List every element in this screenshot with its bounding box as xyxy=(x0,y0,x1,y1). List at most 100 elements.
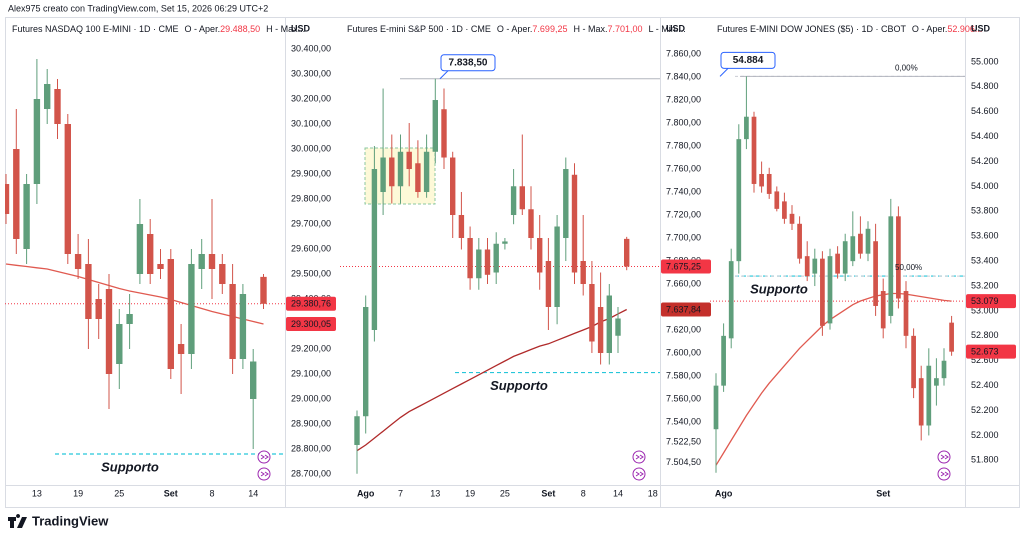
candle-body xyxy=(615,318,621,336)
title-text: Futures E-mini S&P 500 · 1D · CME xyxy=(347,24,491,34)
y-tick-label: 29.800,00 xyxy=(291,193,331,203)
chart-icon-glyph xyxy=(260,471,269,477)
chart-icon-glyph xyxy=(260,454,269,460)
candle-body xyxy=(167,259,174,369)
callout-box xyxy=(720,51,776,69)
created-note: Alex975 creato con TradingView.com, Set … xyxy=(8,3,268,13)
x-tick-label: 13 xyxy=(430,488,440,498)
moving-average xyxy=(5,263,264,325)
price-tag xyxy=(966,344,1016,359)
y-tick-label: 7.600,00 xyxy=(666,347,701,357)
support-label: Supporto xyxy=(101,459,159,474)
price-tag-label: 52.673 xyxy=(971,347,999,357)
candle-body xyxy=(371,169,378,330)
candle-body xyxy=(250,361,257,399)
candle-body xyxy=(858,233,863,254)
candle-body xyxy=(797,223,802,259)
candle-body xyxy=(571,174,578,273)
price-tag xyxy=(286,296,336,311)
y-tick-label: 7.560,00 xyxy=(666,393,701,403)
support-label: Supporto xyxy=(490,378,548,393)
candle-body xyxy=(510,186,517,216)
logo-text: TradingView xyxy=(32,513,109,528)
callout-pointer xyxy=(439,70,449,80)
candle-body xyxy=(188,264,195,354)
x-tick-label: 13 xyxy=(32,488,42,498)
candle-body xyxy=(554,226,560,307)
candle-body xyxy=(911,335,916,389)
candle-body xyxy=(363,306,369,417)
plot xyxy=(340,78,660,474)
legend-item: L - Min.... xyxy=(649,24,686,34)
candle-body xyxy=(219,264,226,284)
y-tick-label: 28.900,00 xyxy=(291,418,331,428)
candle-body xyxy=(751,116,757,184)
fib-label: 0,00% xyxy=(895,63,918,72)
candle-body xyxy=(33,99,41,184)
currency: USD xyxy=(666,23,686,33)
chart-title: Futures E-MINI DOW JONES ($5) · 1D · CBO… xyxy=(717,24,982,34)
frame xyxy=(5,17,1020,508)
x-tick-label: 8 xyxy=(209,488,214,498)
candle-body xyxy=(23,184,30,249)
legend-item: O - Aper. xyxy=(497,24,533,34)
candle-body xyxy=(389,157,395,187)
price-tag xyxy=(661,302,711,317)
price-tag-label: 7.675,25 xyxy=(666,261,701,271)
y-tick-label: 52.400 xyxy=(971,380,999,390)
x-tick-label: 8 xyxy=(581,488,586,498)
chart-icon-glyph xyxy=(635,471,644,477)
candle-body xyxy=(804,256,810,277)
x-tick-label: Set xyxy=(164,488,178,498)
y-tick-label: 29.000,00 xyxy=(291,393,331,403)
y-tick-label: 51.800 xyxy=(971,455,999,465)
y-tick-label: 52.800 xyxy=(971,330,999,340)
chart-icon-glyph xyxy=(940,471,949,477)
candle-body xyxy=(624,238,630,267)
chart-title: Futures E-mini S&P 500 · 1D · CME O - Ape… xyxy=(347,24,686,34)
chart-title: Futures NASDAQ 100 E-MINI · 1D · CME O - … xyxy=(12,24,305,34)
x-tick-label: 19 xyxy=(465,488,475,498)
legend-item: 29.488,50 xyxy=(220,24,260,34)
candle-body xyxy=(476,249,482,279)
price-tag xyxy=(966,294,1016,309)
price-tag xyxy=(661,259,711,274)
y-tick-label: 7.820,00 xyxy=(666,94,701,104)
y-tick-label: 7.780,00 xyxy=(666,140,701,150)
price-tag-label: 7.637,84 xyxy=(666,304,701,314)
y-tick-label: 54.200 xyxy=(971,156,999,166)
y-tick-label: 7.760,00 xyxy=(666,163,701,173)
y-tick-label: 30.300,00 xyxy=(291,68,331,78)
moving-average xyxy=(356,308,627,452)
candle-body xyxy=(903,291,909,336)
candle-body xyxy=(589,284,595,342)
logo: TradingView xyxy=(8,513,109,528)
candle-body xyxy=(54,89,61,124)
y-tick-label: 7.740,00 xyxy=(666,186,701,196)
candle-body xyxy=(759,173,764,187)
plot xyxy=(710,75,965,473)
candle-body xyxy=(406,151,412,170)
candle-body xyxy=(842,241,848,274)
x-tick-label: Set xyxy=(876,488,890,498)
callout-box xyxy=(440,54,496,72)
chart-icon-glyph xyxy=(940,454,949,460)
legend-item: 7.701,00 xyxy=(607,24,642,34)
x-tick-label: Set xyxy=(541,488,555,498)
fib-label: 50,00% xyxy=(895,263,922,272)
candle-body xyxy=(827,256,833,324)
y-tick-label: 28.700,00 xyxy=(291,468,331,478)
candle-body xyxy=(467,238,473,279)
candle-body xyxy=(563,169,569,239)
candle-body xyxy=(918,378,924,426)
candle-body xyxy=(850,236,856,262)
candle-body xyxy=(728,261,734,339)
y-tick-label: 54.800 xyxy=(971,81,999,91)
candle-body xyxy=(64,124,71,254)
candle-body xyxy=(450,157,456,216)
candle-body xyxy=(597,306,604,353)
x-tick-label: Ago xyxy=(715,488,733,498)
callout-label: 7.838,50 xyxy=(449,57,488,68)
x-tick-label: 19 xyxy=(73,488,83,498)
candle-body xyxy=(580,261,586,285)
